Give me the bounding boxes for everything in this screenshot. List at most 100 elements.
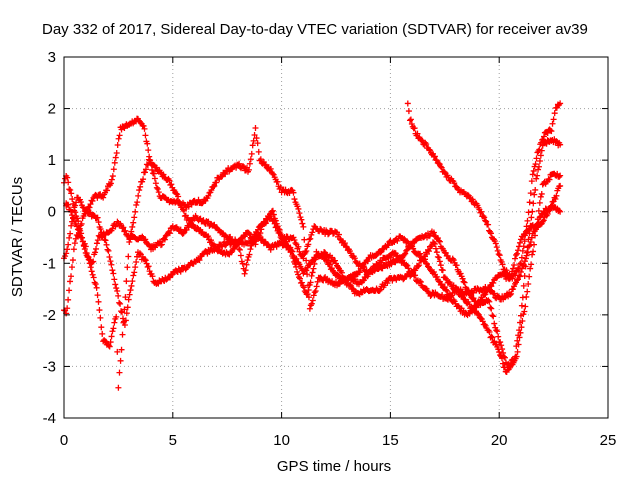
- data-point: [72, 240, 78, 246]
- data-point: [524, 289, 530, 295]
- data-point: [495, 334, 501, 340]
- data-point: [488, 306, 494, 312]
- data-point: [249, 151, 255, 157]
- y-tick-label: 2: [48, 101, 56, 118]
- data-point: [490, 313, 496, 319]
- data-point: [113, 155, 119, 161]
- data-point: [252, 125, 258, 131]
- data-point: [66, 235, 72, 241]
- data-point: [132, 264, 138, 270]
- data-point: [129, 224, 135, 230]
- data-point: [113, 285, 119, 291]
- data-point: [91, 275, 97, 281]
- data-point: [67, 278, 73, 284]
- data-point: [128, 283, 134, 289]
- data-point: [132, 209, 138, 215]
- data-point: [114, 288, 120, 294]
- x-tick-label: 15: [382, 432, 399, 449]
- data-point: [131, 269, 137, 275]
- data-point: [238, 253, 244, 259]
- data-point: [89, 268, 95, 274]
- data-point: [307, 236, 313, 242]
- data-point: [538, 194, 544, 200]
- data-point: [434, 249, 440, 255]
- data-point: [527, 199, 533, 205]
- data-point: [521, 243, 527, 249]
- data-point: [153, 180, 159, 186]
- data-point: [314, 283, 320, 289]
- data-point: [530, 248, 536, 254]
- data-point: [292, 240, 298, 246]
- data-point: [461, 279, 467, 285]
- data-point: [491, 321, 497, 327]
- data-point: [130, 220, 136, 226]
- data-point: [90, 272, 96, 278]
- data-point: [248, 156, 254, 162]
- y-tick-label: 1: [48, 152, 56, 169]
- y-axis-label: SDTVAR / TECUs: [9, 177, 26, 297]
- data-point: [247, 161, 253, 167]
- data-point: [64, 246, 70, 252]
- chart: Day 332 of 2017, Sidereal Day-to-day VTE…: [0, 0, 640, 480]
- data-point: [133, 202, 139, 208]
- y-tick-label: -1: [43, 255, 56, 272]
- data-point: [112, 160, 118, 166]
- chart-title: Day 332 of 2017, Sidereal Day-to-day VTE…: [42, 21, 588, 38]
- x-axis-label: GPS time / hours: [277, 458, 391, 475]
- data-point: [115, 142, 121, 148]
- data-point: [120, 332, 126, 338]
- data-point: [133, 259, 139, 265]
- data-point: [94, 240, 100, 246]
- data-point: [117, 301, 123, 307]
- data-point: [109, 328, 115, 334]
- data-point: [136, 187, 142, 193]
- data-point: [65, 242, 71, 248]
- data-point: [532, 187, 538, 193]
- x-tick-label: 0: [60, 432, 68, 449]
- data-point: [310, 269, 316, 275]
- data-point: [96, 299, 102, 305]
- data-point: [124, 264, 130, 270]
- data-point: [116, 136, 122, 142]
- data-point: [116, 300, 122, 306]
- data-point: [118, 358, 124, 364]
- data-point: [109, 267, 115, 273]
- data-point: [71, 246, 77, 252]
- data-point: [105, 247, 111, 253]
- data-point: [116, 370, 122, 376]
- data-point: [299, 221, 305, 227]
- data-point: [99, 331, 105, 337]
- data-point: [529, 209, 535, 215]
- data-point: [94, 285, 100, 291]
- data-point: [129, 278, 135, 284]
- data-point: [312, 289, 318, 295]
- data-point: [110, 270, 116, 276]
- data-point: [535, 167, 541, 173]
- data-point: [66, 287, 72, 293]
- y-tick-label: -3: [43, 358, 56, 375]
- data-point: [134, 199, 140, 205]
- data-point: [111, 276, 117, 282]
- data-point: [114, 150, 120, 156]
- data-point: [110, 325, 116, 331]
- data-point: [111, 320, 117, 326]
- data-point: [291, 196, 297, 202]
- data-point: [112, 281, 118, 287]
- data-point: [152, 176, 158, 182]
- x-tick-label: 25: [600, 432, 617, 449]
- data-point: [135, 193, 141, 199]
- data-point: [69, 264, 75, 270]
- data-point: [111, 166, 117, 172]
- data-point: [115, 293, 121, 299]
- data-point: [539, 191, 545, 197]
- data-point: [242, 271, 248, 277]
- data-point: [67, 187, 73, 193]
- x-tick-label: 10: [273, 432, 290, 449]
- data-point: [526, 209, 532, 215]
- data-point: [524, 218, 530, 224]
- data-point: [301, 237, 307, 243]
- data-point: [244, 262, 250, 268]
- data-point: [155, 186, 161, 192]
- data-point: [522, 303, 528, 309]
- data-points: [61, 100, 563, 390]
